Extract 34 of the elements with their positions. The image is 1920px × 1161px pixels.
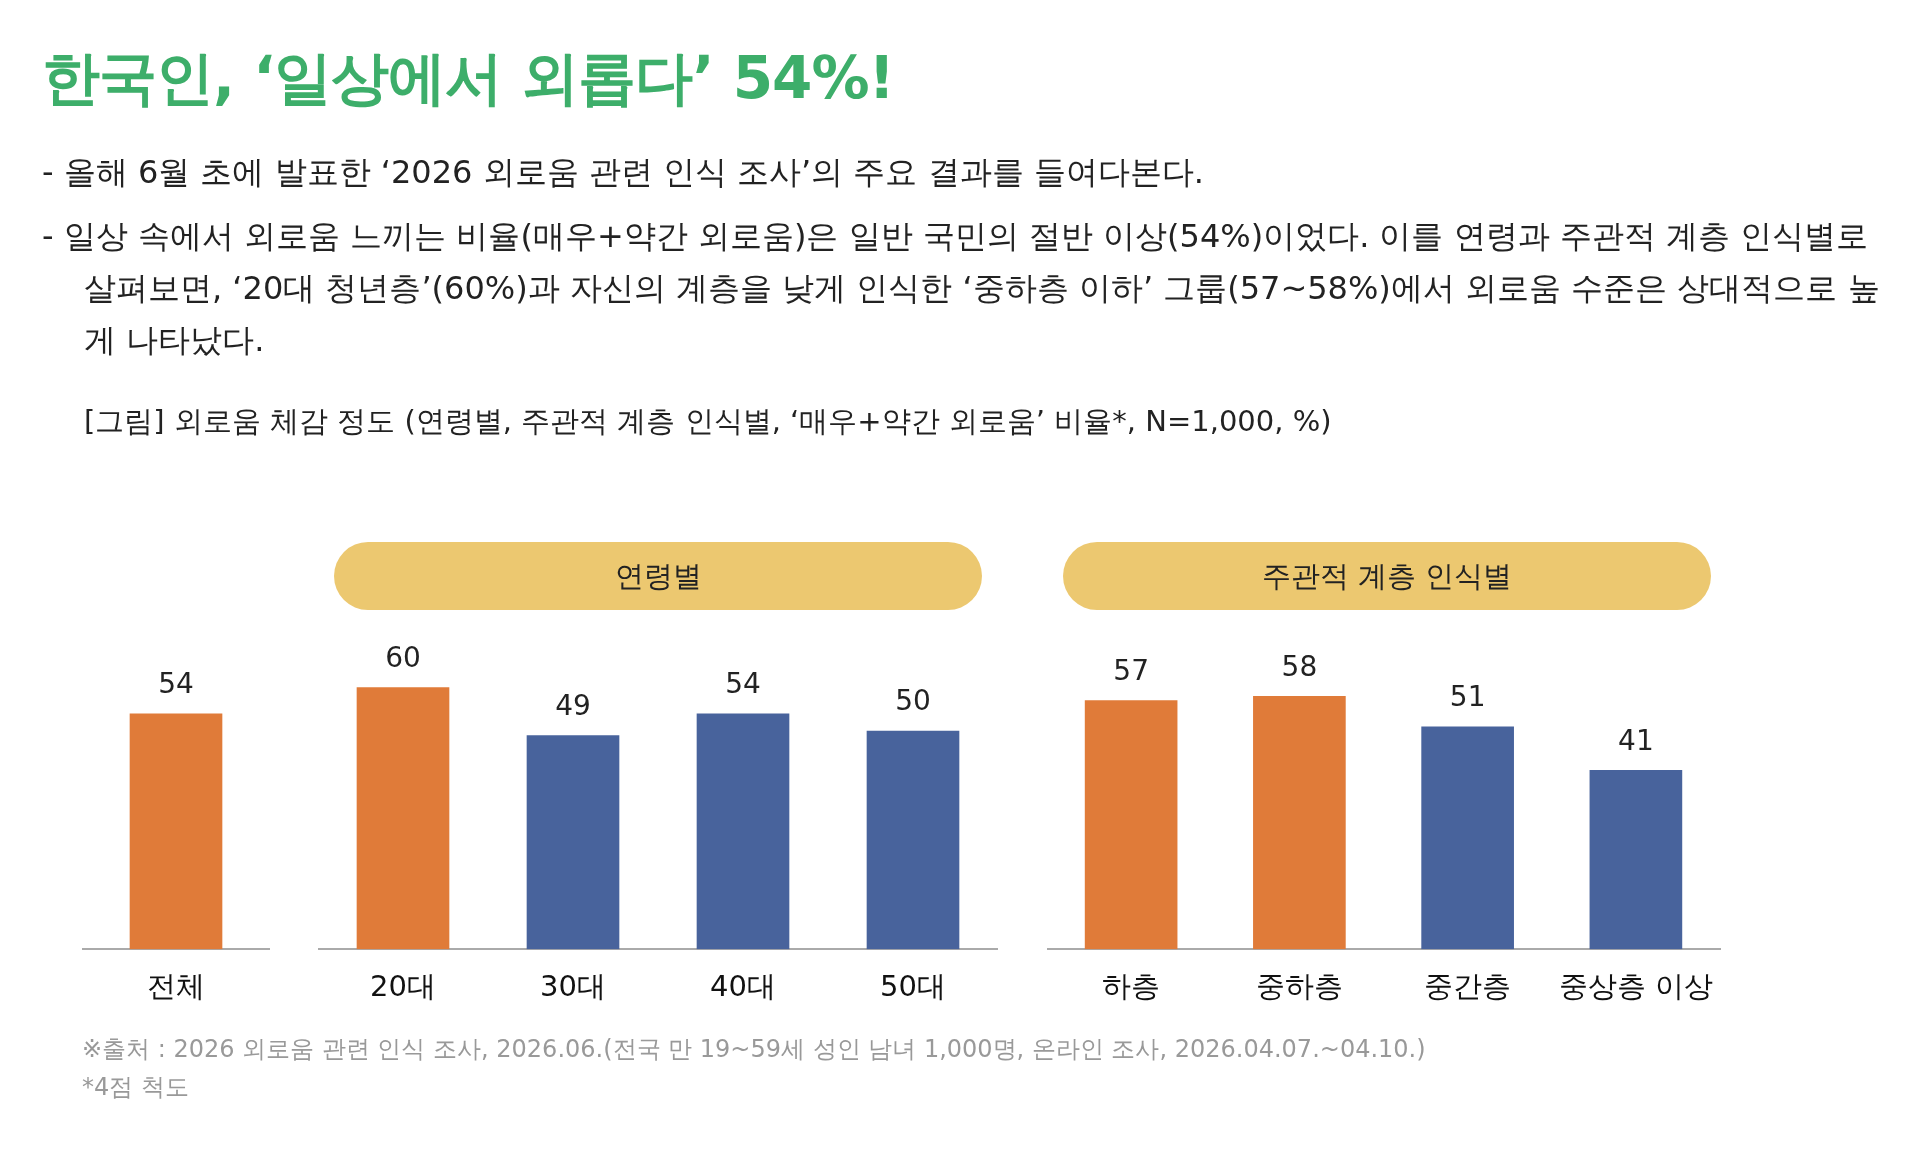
x-tick-label: 중상층 이상 xyxy=(1558,969,1713,1004)
bar xyxy=(866,730,960,950)
x-tick-label: 30대 xyxy=(540,969,606,1004)
chart-title: 주관적 계층 인식별 xyxy=(1063,542,1711,610)
text: - 일상 속에서 외로움 느끼는 비율(매우+약간 외로움)은 일반 국민의 절반 이상(54%)이었다. 이를 연령과 주관적 계층 인식별로 살펴보면, ‘20대 청년층’(60%)과 자신의 계층을 낮게 인식한 ‘중하층 이하’ 그룹(57~58%)에서 외로움 수준은 상대적으로 높게 나타났다. xyxy=(42,216,1881,361)
bar xyxy=(696,713,790,950)
bar xyxy=(1084,700,1178,950)
data-label: 54 xyxy=(725,667,761,701)
x-tick-label: 40대 xyxy=(710,969,776,1004)
text: ※출처 : 2026 외로움 관련 인식 조사, 2026.06.(전국 만 19~59세 성인 남녀 1,000명, 온라인 조사, 2026.04.07.~04.10.) xyxy=(82,1034,1427,1065)
x-tick-label: 20대 xyxy=(370,969,436,1004)
x-tick-label: 중하층 xyxy=(1255,969,1343,1004)
data-label: 57 xyxy=(1113,653,1149,687)
bar xyxy=(356,687,450,950)
bar xyxy=(1589,770,1683,950)
bar xyxy=(526,735,620,950)
chart-title: 연령별 xyxy=(334,542,982,610)
text: [그림] 외로움 체감 정도 (연령별, 주관적 계층 인식별, ‘매우+약간 외로움’ 비율*, N=1,000, %) xyxy=(83,403,1333,440)
data-label: 58 xyxy=(1281,649,1318,683)
x-tick-label: 하층 xyxy=(1102,969,1161,1004)
data-label: 50 xyxy=(895,684,931,718)
bar xyxy=(1421,726,1514,950)
data-label: 54 xyxy=(158,667,194,701)
data-label: 49 xyxy=(555,688,591,722)
text: *4점 척도 xyxy=(82,1072,190,1103)
bar xyxy=(1253,695,1346,950)
text: 한국인, ‘일상에서 외롭다’ 54%! xyxy=(42,43,895,114)
data-label: 41 xyxy=(1618,723,1654,757)
x-tick-label: 중간층 xyxy=(1424,969,1512,1004)
data-label: 60 xyxy=(385,640,421,674)
text: - 올해 6월 초에 발표한 ‘2026 외로움 관련 인식 조사’의 주요 결과를 들여다본다. xyxy=(42,152,1205,193)
data-label: 51 xyxy=(1449,680,1486,714)
x-tick-label: 전체 xyxy=(147,969,205,1004)
x-tick-label: 50대 xyxy=(880,969,946,1004)
